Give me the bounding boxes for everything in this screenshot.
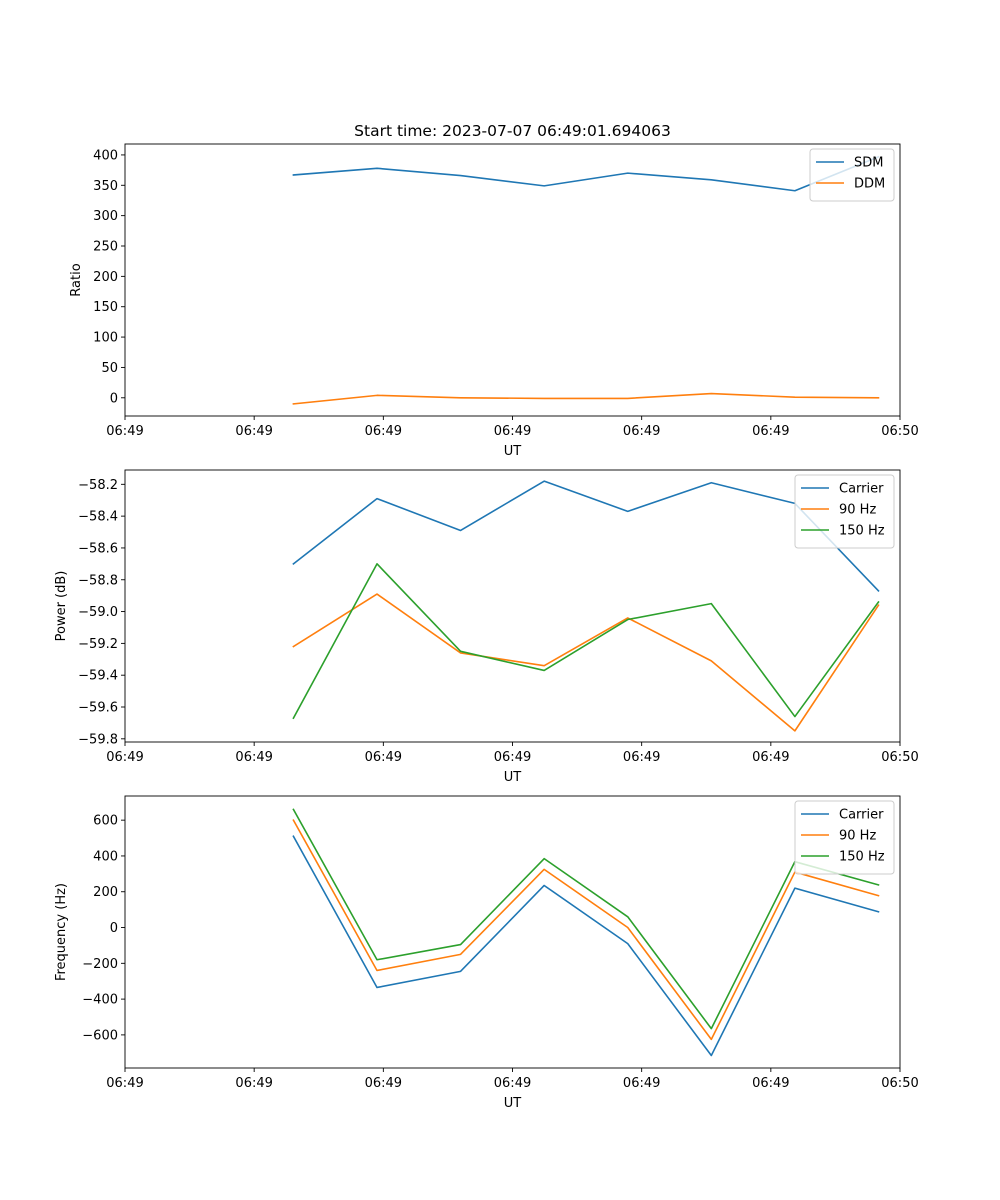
plot-ratio-y-tick-label: 200 [93, 270, 118, 285]
plot-power-y-tick-label: −59.6 [78, 701, 118, 716]
plot-power-y-tick-label: −58.2 [78, 478, 118, 493]
plot-power-y-tick-label: −59.4 [78, 669, 118, 684]
plot-frequency-legend: Carrier 90 Hz 150 Hz [794, 800, 895, 875]
plot-power-y-tick-label: −59.0 [78, 605, 118, 620]
plots: 06:49 06:49 06:49 06:49 06:49 06:49 06:50 0 50 10… [54, 143, 919, 1111]
plot-ratio-x-tick-label: 06:49 [106, 424, 143, 439]
plot-frequency-legend-label-carrier: Carrier [839, 808, 884, 823]
plot-power-legend-label-150-hz: 150 Hz [839, 524, 885, 539]
plot-ratio-x-tick-label: 06:49 [752, 424, 789, 439]
plot-power-y-axis-label: Power (dB) [54, 571, 69, 642]
plot-power-x-tick-label: 06:49 [494, 750, 531, 765]
plot-power-x-tick-label: 06:50 [881, 750, 918, 765]
plot-frequency-x-tick-label: 06:49 [235, 1076, 272, 1091]
plot-ratio-x-tick-label: 06:50 [881, 424, 918, 439]
plot-power-x-tick-label: 06:49 [235, 750, 272, 765]
plot-power-legend: Carrier 90 Hz 150 Hz [794, 474, 895, 549]
plot-power-legend-label-90-hz: 90 Hz [839, 503, 876, 518]
plot-frequency-legend-label-150-hz: 150 Hz [839, 850, 885, 865]
plot-ratio-y-tick-label: 400 [93, 148, 118, 163]
plot-ratio-series-sdm-line [292, 155, 880, 192]
plot-frequency-series-90-hz-line [292, 819, 880, 1041]
plot-ratio-y-tick-label: 300 [93, 209, 118, 224]
plot-ratio-legend-label-ddm: DDM [854, 177, 885, 192]
plot-frequency-legend-label-90-hz: 90 Hz [839, 829, 876, 844]
plot-ratio-x-tick-label: 06:49 [494, 424, 531, 439]
plot-power-y-tick-label: −58.4 [78, 510, 118, 525]
plot-frequency-series-150-hz-line [292, 808, 880, 1030]
plot-ratio-series-ddm-line [292, 392, 880, 405]
plot-power-y-tick-label: −58.8 [78, 573, 118, 588]
plot-frequency-x-tick-label: 06:49 [494, 1076, 531, 1091]
plot-power-series-carrier-line [292, 480, 880, 593]
plot-ratio-x-tick-label: 06:49 [235, 424, 272, 439]
plot-ratio: 06:49 06:49 06:49 06:49 06:49 06:49 06:50 0 50 10… [69, 143, 919, 459]
plot-ratio-y-axis-label: Ratio [69, 263, 84, 296]
plot-ratio-legend: SDM DDM [809, 148, 895, 202]
plot-power-y-tick-label: −59.2 [78, 637, 118, 652]
plot-ratio-x-tick-label: 06:49 [623, 424, 660, 439]
plot-frequency-y-tick-label: −200 [82, 957, 118, 972]
plot-frequency-series-carrier-line [292, 835, 880, 1057]
plot-ratio-y-tick-label: 250 [93, 240, 118, 255]
plot-power-x-tick-label: 06:49 [752, 750, 789, 765]
plot-ratio-y-tick-label: 50 [101, 361, 118, 376]
plot-ratio-y-tick-label: 100 [93, 331, 118, 346]
plot-frequency: 06:49 06:49 06:49 06:49 06:49 06:49 06:50 −600 −… [54, 795, 919, 1111]
plot-power-x-tick-label: 06:49 [106, 750, 143, 765]
plot-frequency-x-tick-label: 06:49 [752, 1076, 789, 1091]
plot-power-series-90-hz-line [292, 593, 880, 732]
plot-frequency-x-axis-label: UT [504, 1096, 522, 1111]
plot-frequency-x-tick-label: 06:49 [106, 1076, 143, 1091]
plot-ratio-legend-label-sdm: SDM [854, 156, 883, 171]
plot-power-x-tick-label: 06:49 [623, 750, 660, 765]
plot-power-y-tick-label: −59.8 [78, 732, 118, 747]
plot-power: 06:49 06:49 06:49 06:49 06:49 06:49 06:50 −59.8… [54, 469, 919, 785]
plot-frequency-y-tick-label: 0 [110, 921, 118, 936]
plot-frequency-y-tick-label: 200 [93, 885, 118, 900]
plot-power-legend-label-carrier: Carrier [839, 482, 884, 497]
plot-ratio-y-tick-label: 0 [110, 391, 118, 406]
plot-frequency-y-tick-label: 600 [93, 814, 118, 829]
plot-ratio-y-tick-label: 350 [93, 179, 118, 194]
chart-title: Start time: 2023-07-07 06:49:01.694063 [354, 122, 671, 140]
plot-frequency-y-tick-label: 400 [93, 849, 118, 864]
plot-frequency-y-tick-label: −600 [82, 1028, 118, 1043]
plot-ratio-x-axis-label: UT [504, 444, 522, 459]
plot-power-y-tick-label: −58.6 [78, 541, 118, 556]
plot-power-x-axis-label: UT [504, 770, 522, 785]
plot-frequency-y-axis-label: Frequency (Hz) [54, 883, 69, 981]
plot-frequency-x-tick-label: 06:49 [623, 1076, 660, 1091]
plot-frequency-x-tick-label: 06:49 [365, 1076, 402, 1091]
plot-ratio-x-tick-label: 06:49 [365, 424, 402, 439]
plot-frequency-y-tick-label: −400 [82, 993, 118, 1008]
plot-frequency-x-tick-label: 06:50 [881, 1076, 918, 1091]
plot-power-x-tick-label: 06:49 [365, 750, 402, 765]
plot-power-series-150-hz-line [292, 563, 880, 720]
plot-ratio-y-tick-label: 150 [93, 300, 118, 315]
